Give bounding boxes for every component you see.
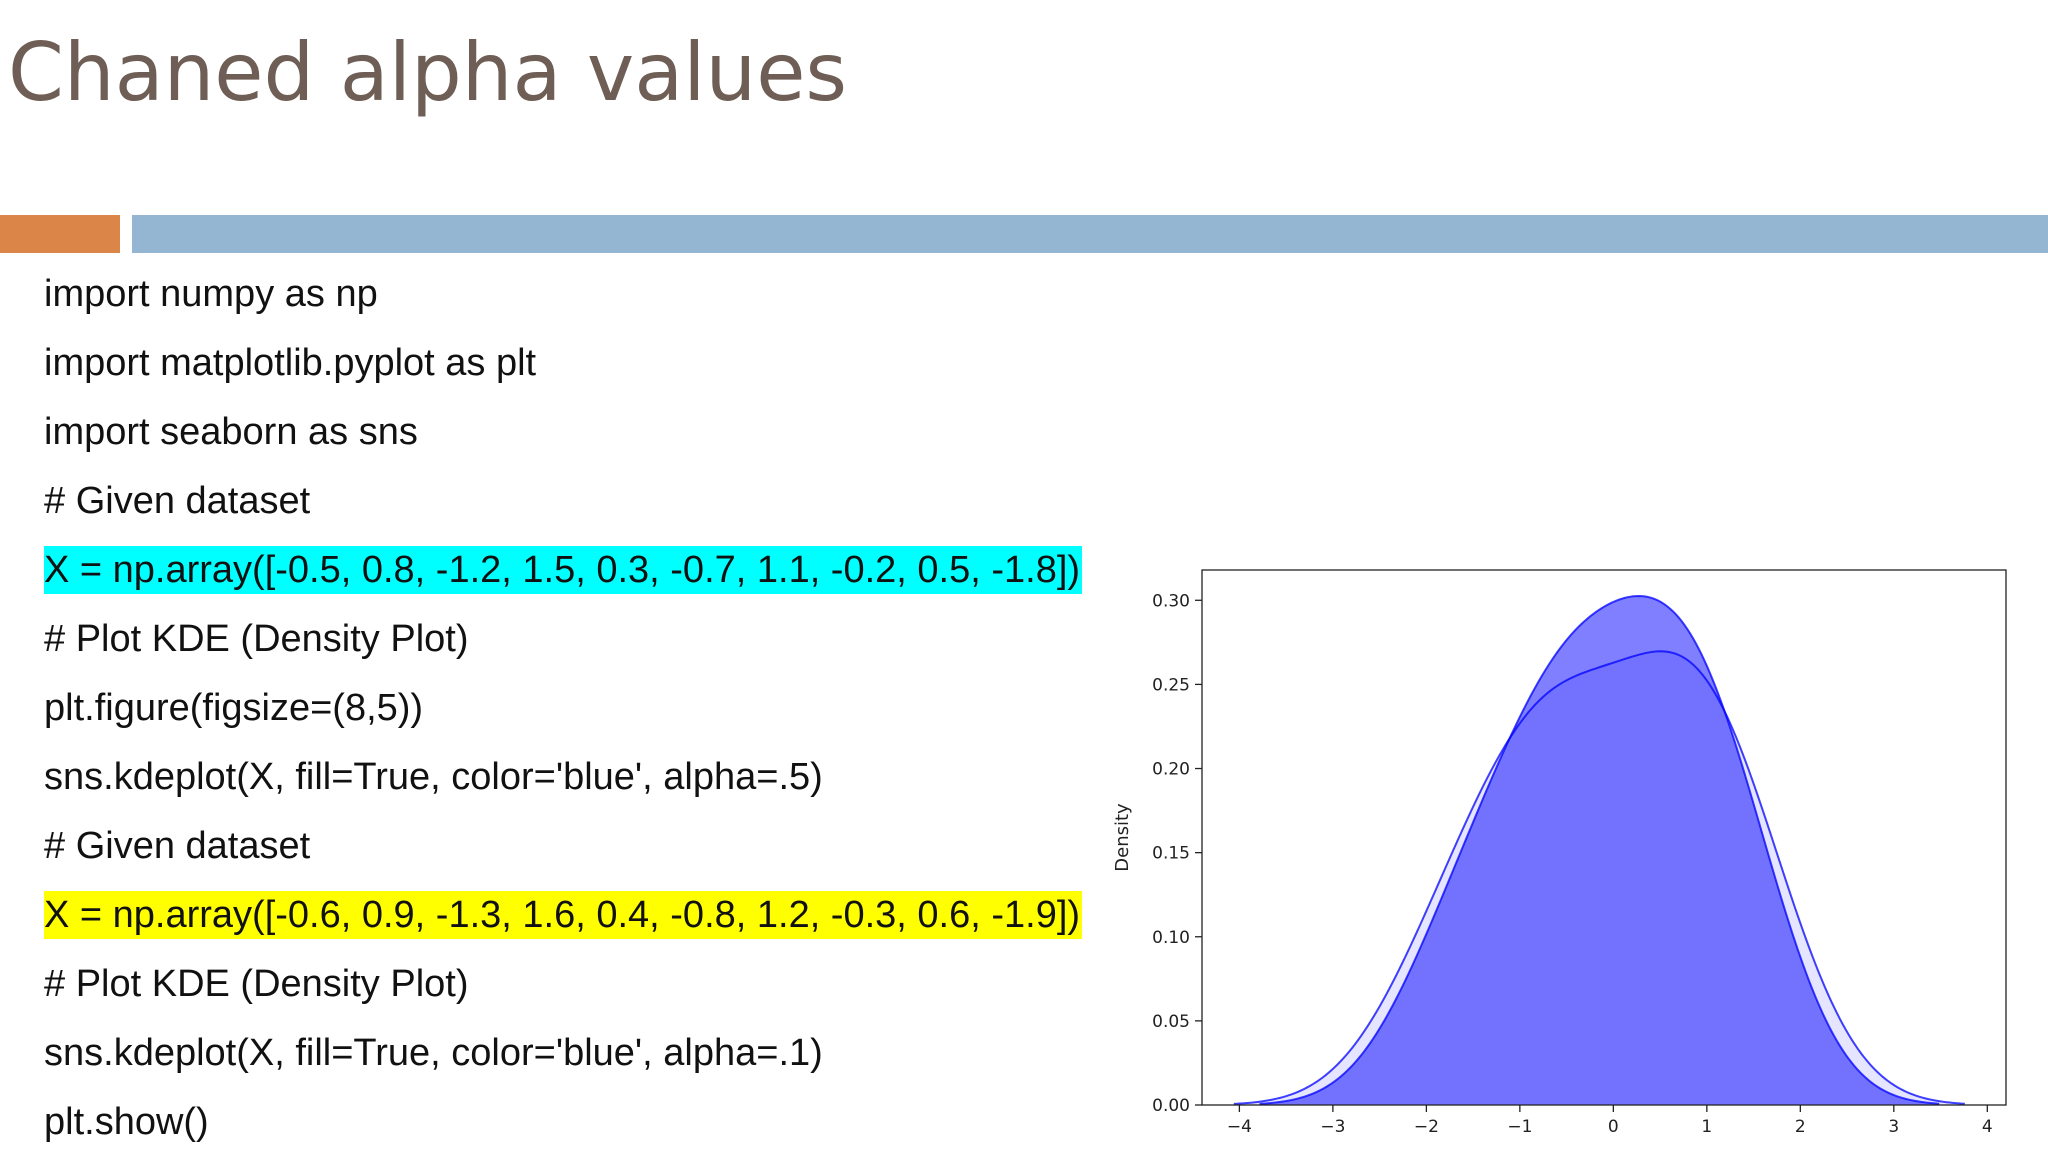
- x-tick-label: 3: [1888, 1117, 1899, 1137]
- slide-title: Chaned alpha values: [8, 26, 848, 119]
- y-tick-label: 0.20: [1152, 760, 1190, 780]
- code-line: # Given dataset: [44, 480, 311, 522]
- accent-bar-orange: [0, 215, 120, 253]
- plot-area: [1233, 595, 1965, 1105]
- x-tick-label: −4: [1227, 1117, 1252, 1137]
- axes-frame: [1201, 569, 2007, 1106]
- kde-chart: −4 −3 −2 −1 0 1 2 3 4 0.00 0.05 0.10 0.15 0.20 0.25 0.3…: [1112, 569, 2007, 1137]
- code-line: sns.kdeplot(X, fill=True, color='blue', …: [44, 1032, 823, 1074]
- code-line: import numpy as np: [44, 273, 378, 315]
- y-tick-label: 0.30: [1152, 591, 1190, 611]
- y-tick-label: 0.10: [1152, 928, 1190, 948]
- code-line: # Plot KDE (Density Plot): [44, 963, 469, 1005]
- x-tick-label: 2: [1795, 1117, 1806, 1137]
- y-tick-label: 0.00: [1152, 1096, 1190, 1116]
- x-tick-label: −1: [1507, 1117, 1532, 1137]
- kde-line-series-2: [1233, 650, 1965, 1105]
- kde-area-series-1: [1259, 596, 1940, 1105]
- x-tick-label: 1: [1701, 1117, 1712, 1137]
- kde-area-series-2: [1233, 651, 1965, 1105]
- x-tick-label: 0: [1608, 1117, 1619, 1137]
- code-line: X = np.array([-0.5, 0.8, -1.2, 1.5, 0.3,…: [44, 546, 1083, 594]
- accent-bar-blue: [132, 215, 2048, 253]
- y-tick-label: 0.25: [1152, 675, 1190, 695]
- x-tick-label: 4: [1982, 1117, 1993, 1137]
- y-tick-label: 0.15: [1152, 844, 1190, 864]
- y-tick-label: 0.05: [1152, 1012, 1190, 1032]
- code-line: plt.figure(figsize=(8,5)): [44, 687, 424, 729]
- code-line: # Given dataset: [44, 825, 311, 867]
- code-line: sns.kdeplot(X, fill=True, color='blue', …: [44, 756, 823, 798]
- code-line: X = np.array([-0.6, 0.9, -1.3, 1.6, 0.4,…: [44, 891, 1083, 939]
- y-axis-label: Density: [1112, 803, 1133, 872]
- kde-line-series-1: [1259, 595, 1940, 1105]
- x-tick-label: −3: [1320, 1117, 1345, 1137]
- code-line: plt.show(): [44, 1101, 209, 1143]
- code-line: # Plot KDE (Density Plot): [44, 618, 469, 660]
- code-line: import matplotlib.pyplot as plt: [44, 342, 537, 384]
- x-tick-label: −2: [1414, 1117, 1439, 1137]
- code-line: import seaborn as sns: [44, 411, 418, 453]
